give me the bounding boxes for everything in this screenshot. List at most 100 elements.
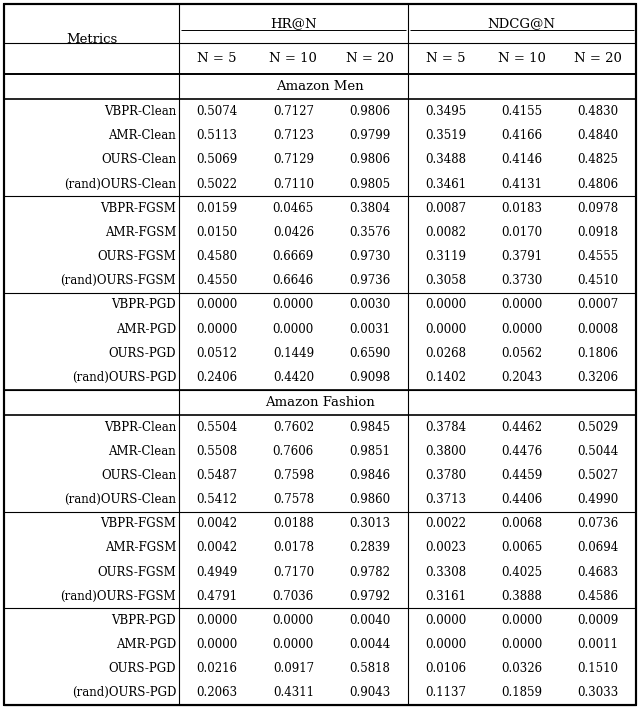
Text: 0.4949: 0.4949 [196,566,238,579]
Text: 0.4510: 0.4510 [577,274,618,287]
Text: OURS-PGD: OURS-PGD [109,347,176,359]
Text: Metrics: Metrics [66,33,117,45]
Text: 0.3730: 0.3730 [501,274,543,287]
Text: NDCG@N: NDCG@N [488,17,556,30]
Text: 0.3791: 0.3791 [501,250,542,263]
Text: 0.6646: 0.6646 [273,274,314,287]
Text: 0.0040: 0.0040 [349,614,390,627]
Text: (rand)OURS-Clean: (rand)OURS-Clean [64,493,176,506]
Text: 0.1402: 0.1402 [425,371,466,384]
Text: 0.0694: 0.0694 [577,542,618,554]
Text: AMR-Clean: AMR-Clean [108,445,176,458]
Text: 0.0007: 0.0007 [577,298,618,311]
Text: 0.4683: 0.4683 [577,566,618,579]
Text: 0.0000: 0.0000 [196,614,238,627]
Text: 0.0023: 0.0023 [425,542,466,554]
Text: 0.5027: 0.5027 [577,469,618,482]
Text: 0.9805: 0.9805 [349,177,390,191]
Text: 0.4550: 0.4550 [196,274,238,287]
Text: OURS-Clean: OURS-Clean [101,153,176,167]
Text: 0.0000: 0.0000 [501,638,543,651]
Text: 0.0009: 0.0009 [577,614,618,627]
Text: 0.1859: 0.1859 [501,686,542,699]
Text: 0.0917: 0.0917 [273,662,314,675]
Text: 0.7110: 0.7110 [273,177,314,191]
Text: 0.0022: 0.0022 [425,517,466,530]
Text: 0.4146: 0.4146 [501,153,542,167]
Text: AMR-Clean: AMR-Clean [108,129,176,143]
Text: VBPR-Clean: VBPR-Clean [104,105,176,118]
Text: 0.0106: 0.0106 [425,662,466,675]
Text: AMR-FGSM: AMR-FGSM [105,542,176,554]
Text: 0.9845: 0.9845 [349,420,390,433]
Text: 0.5412: 0.5412 [196,493,237,506]
Text: 0.0042: 0.0042 [196,517,238,530]
Text: (rand)OURS-PGD: (rand)OURS-PGD [72,371,176,384]
Text: 0.0082: 0.0082 [425,226,466,239]
Text: 0.0918: 0.0918 [577,226,618,239]
Text: N = 20: N = 20 [346,52,394,65]
Text: 0.9098: 0.9098 [349,371,390,384]
Text: 0.3804: 0.3804 [349,202,390,215]
Text: 0.9799: 0.9799 [349,129,390,143]
Text: 0.0326: 0.0326 [501,662,542,675]
Text: VBPR-FGSM: VBPR-FGSM [100,517,176,530]
Text: 0.3800: 0.3800 [425,445,466,458]
Text: 0.3119: 0.3119 [425,250,466,263]
Text: 0.5044: 0.5044 [577,445,618,458]
Text: N = 5: N = 5 [198,52,237,65]
Text: 0.0000: 0.0000 [501,298,543,311]
Text: 0.3013: 0.3013 [349,517,390,530]
Text: Amazon Men: Amazon Men [276,80,364,94]
Text: 0.0011: 0.0011 [577,638,618,651]
Text: 0.5069: 0.5069 [196,153,238,167]
Text: 0.9730: 0.9730 [349,250,390,263]
Text: HR@N: HR@N [270,17,317,30]
Text: 0.9806: 0.9806 [349,153,390,167]
Text: VBPR-PGD: VBPR-PGD [111,298,176,311]
Text: 0.5504: 0.5504 [196,420,238,433]
Text: (rand)OURS-PGD: (rand)OURS-PGD [72,686,176,699]
Text: 0.6590: 0.6590 [349,347,390,359]
Text: 0.9851: 0.9851 [349,445,390,458]
Text: AMR-PGD: AMR-PGD [116,638,176,651]
Text: 0.3033: 0.3033 [577,686,618,699]
Text: 0.1137: 0.1137 [425,686,466,699]
Text: 0.3888: 0.3888 [501,590,542,603]
Text: AMR-PGD: AMR-PGD [116,323,176,335]
Text: 0.7123: 0.7123 [273,129,314,143]
Text: 0.2043: 0.2043 [501,371,542,384]
Text: 0.0000: 0.0000 [273,614,314,627]
Text: 0.0087: 0.0087 [425,202,466,215]
Text: 0.0178: 0.0178 [273,542,314,554]
Text: 0.0000: 0.0000 [425,298,467,311]
Text: 0.4476: 0.4476 [501,445,543,458]
Text: 0.2839: 0.2839 [349,542,390,554]
Text: 0.0736: 0.0736 [577,517,618,530]
Text: 0.0978: 0.0978 [577,202,618,215]
Text: 0.5508: 0.5508 [196,445,238,458]
Text: 0.4025: 0.4025 [501,566,542,579]
Text: 0.4830: 0.4830 [577,105,618,118]
Text: 0.9736: 0.9736 [349,274,390,287]
Text: 0.4459: 0.4459 [501,469,543,482]
Text: 0.6669: 0.6669 [273,250,314,263]
Text: 0.3488: 0.3488 [425,153,466,167]
Text: 0.7129: 0.7129 [273,153,314,167]
Text: 0.4155: 0.4155 [501,105,542,118]
Text: 0.2063: 0.2063 [196,686,238,699]
Text: 0.4406: 0.4406 [501,493,543,506]
Text: 0.0183: 0.0183 [501,202,542,215]
Text: N = 10: N = 10 [498,52,546,65]
Text: 0.0008: 0.0008 [577,323,618,335]
Text: 0.1806: 0.1806 [577,347,618,359]
Text: 0.3495: 0.3495 [425,105,467,118]
Text: 0.3576: 0.3576 [349,226,390,239]
Text: 0.3161: 0.3161 [425,590,466,603]
Text: 0.7598: 0.7598 [273,469,314,482]
Text: 0.4825: 0.4825 [577,153,618,167]
Text: 0.0042: 0.0042 [196,542,238,554]
Text: 0.0000: 0.0000 [196,638,238,651]
Text: 0.4131: 0.4131 [501,177,542,191]
Text: 0.9806: 0.9806 [349,105,390,118]
